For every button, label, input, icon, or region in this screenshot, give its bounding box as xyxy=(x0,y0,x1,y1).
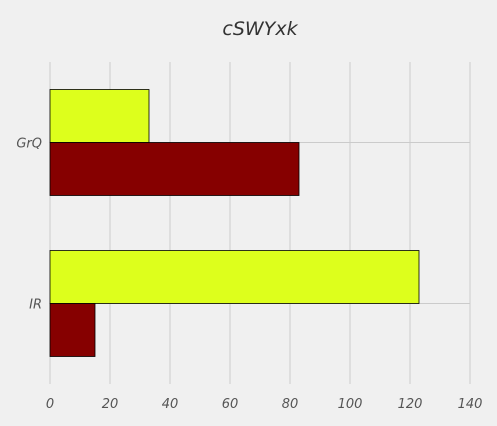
x-tick-label: 100 xyxy=(338,397,363,412)
chart-title: cSWYxk xyxy=(222,18,298,40)
x-tick-label: 60 xyxy=(222,397,239,412)
bar-GrQ-series-1 xyxy=(49,89,150,143)
x-tick-label: 20 xyxy=(102,397,119,412)
x-tick-label: 0 xyxy=(46,397,54,412)
bar-IR-series-2 xyxy=(49,303,96,357)
bar-IR-series-1 xyxy=(49,250,420,304)
x-tick-label: 80 xyxy=(282,397,299,412)
x-tick-label: 120 xyxy=(398,397,423,412)
y-tick-label: GrQ xyxy=(16,137,42,152)
y-tick-label: IR xyxy=(29,298,42,313)
bar-GrQ-series-2 xyxy=(49,142,300,196)
x-tick-label: 40 xyxy=(162,397,179,412)
x-tick-label: 140 xyxy=(458,397,483,412)
